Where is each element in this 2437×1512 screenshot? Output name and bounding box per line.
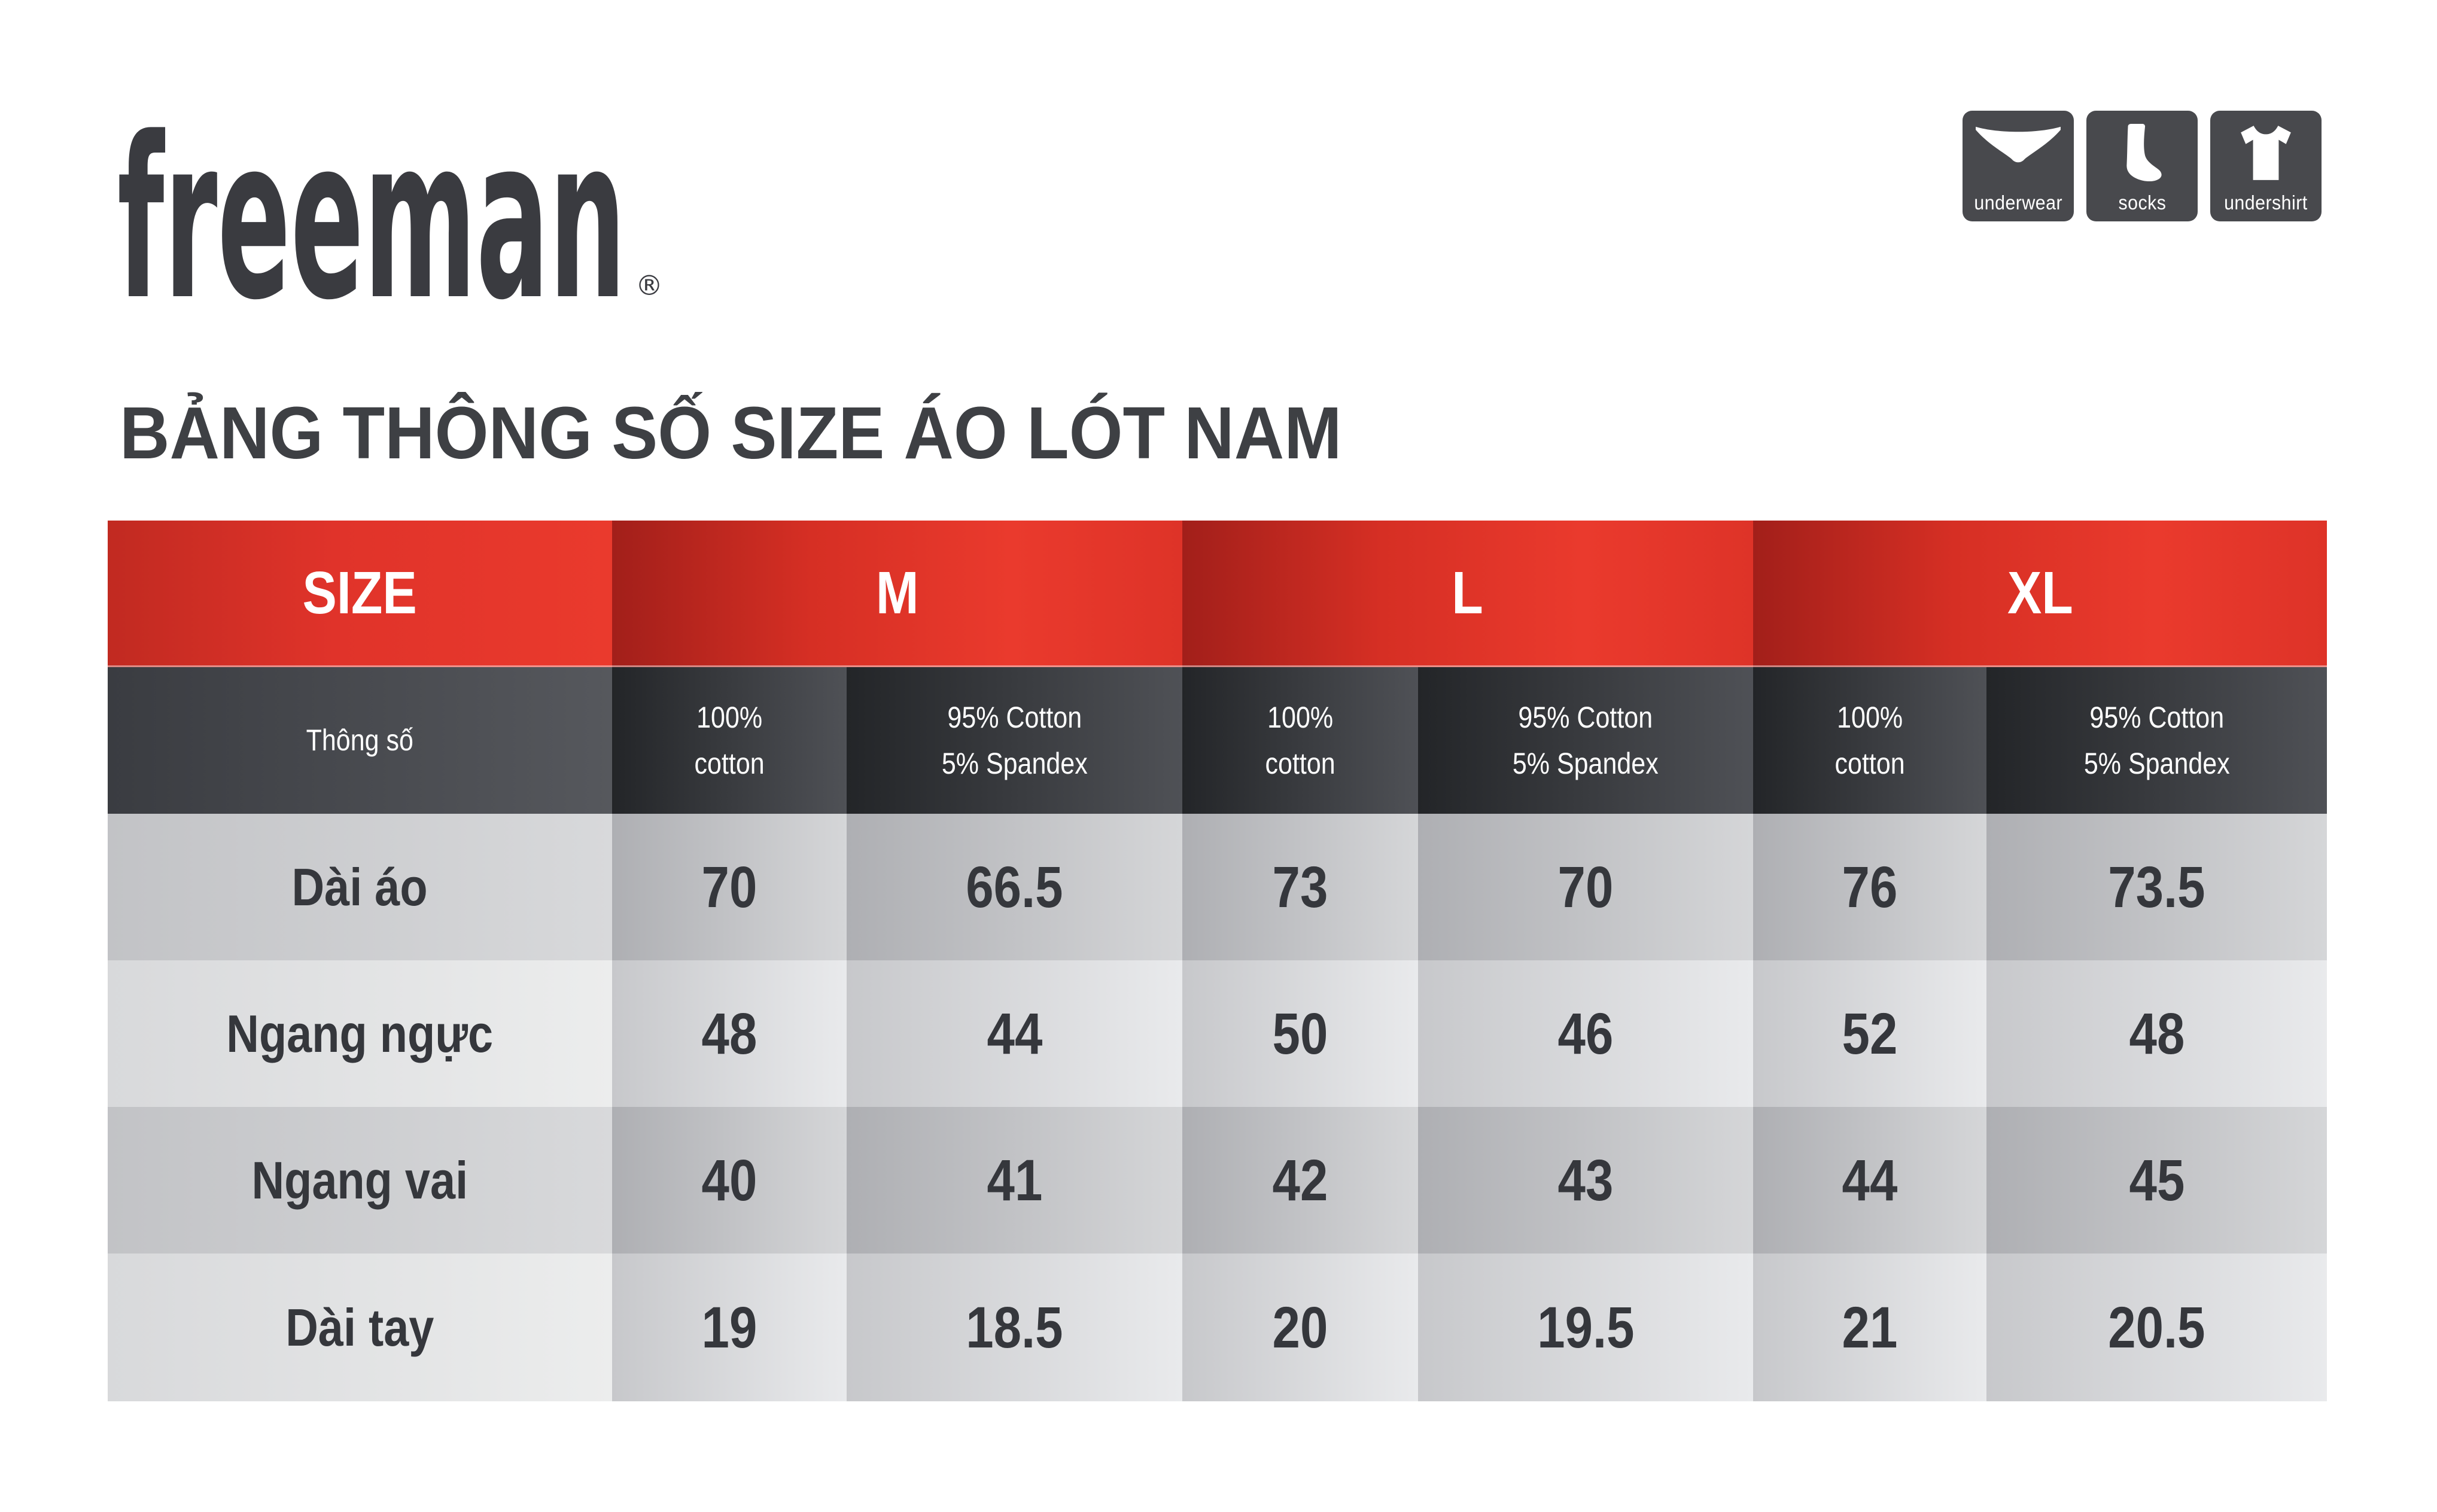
material-line: cotton xyxy=(1834,746,1905,780)
size-value: 44 xyxy=(1842,1147,1898,1213)
tile-label: socks xyxy=(2118,191,2166,214)
undershirt-icon xyxy=(2210,124,2322,181)
tile-label: undershirt xyxy=(2224,191,2308,214)
column-header-xl: XL xyxy=(1753,521,2327,667)
value-cell: 50 xyxy=(1182,960,1418,1107)
size-value: 48 xyxy=(2129,1000,2185,1066)
brand-logo: freeman ® xyxy=(117,93,663,320)
value-cell: 52 xyxy=(1753,960,1986,1107)
size-value: 20 xyxy=(1272,1294,1328,1360)
material-header-xl-blend: 95% Cotton 5% Spandex xyxy=(1986,667,2327,814)
value-cell: 44 xyxy=(847,960,1182,1107)
value-cell: 41 xyxy=(847,1107,1182,1254)
column-header-size-label: SIZE xyxy=(302,559,418,626)
size-value: 40 xyxy=(701,1147,757,1213)
size-value: 66.5 xyxy=(966,854,1063,920)
row-label: Ngang vai xyxy=(251,1150,468,1210)
size-table: SIZE M L XL Thông số 100% cotton 95% Cott… xyxy=(108,521,2327,1401)
value-cell: 70 xyxy=(1418,814,1753,960)
size-value: 73.5 xyxy=(2108,854,2205,920)
size-value: 50 xyxy=(1272,1000,1328,1066)
row-label-cell: Dài áo xyxy=(108,814,612,960)
row-label-cell: Ngang vai xyxy=(108,1107,612,1254)
underwear-icon xyxy=(1963,124,2074,168)
value-cell: 19.5 xyxy=(1418,1254,1753,1401)
value-cell: 73 xyxy=(1182,814,1418,960)
size-value: 70 xyxy=(701,854,757,920)
material-line: 100% xyxy=(696,700,762,734)
size-value: 21 xyxy=(1842,1294,1898,1360)
value-cell: 44 xyxy=(1753,1107,1986,1254)
material-line: cotton xyxy=(1265,746,1335,780)
material-header-xl-plain: 100% cotton xyxy=(1753,667,1986,814)
row-label: Ngang ngực xyxy=(226,1003,494,1063)
value-cell: 70 xyxy=(612,814,847,960)
size-value: 48 xyxy=(701,1000,757,1066)
value-cell: 20 xyxy=(1182,1254,1418,1401)
row-label-cell: Ngang ngực xyxy=(108,960,612,1107)
value-cell: 66.5 xyxy=(847,814,1182,960)
value-cell: 43 xyxy=(1418,1107,1753,1254)
row-label-cell: Dài tay xyxy=(108,1254,612,1401)
page-title: BẢNG THÔNG SỐ SIZE ÁO LÓT NAM xyxy=(120,393,1342,474)
material-line: cotton xyxy=(694,746,765,780)
material-line: 5% Spandex xyxy=(941,746,1088,780)
size-value: 76 xyxy=(1842,854,1898,920)
size-value: 46 xyxy=(1557,1000,1614,1066)
column-header-m: M xyxy=(612,521,1182,667)
socks-icon xyxy=(2086,124,2198,184)
category-tile-socks[interactable]: socks xyxy=(2086,111,2198,221)
material-line: 5% Spandex xyxy=(1513,746,1659,780)
spec-header-cell: Thông số xyxy=(108,667,612,814)
category-tile-underwear[interactable]: underwear xyxy=(1963,111,2074,221)
value-cell: 19 xyxy=(612,1254,847,1401)
material-line: 100% xyxy=(1837,700,1903,734)
material-line: 95% Cotton xyxy=(2089,700,2224,734)
brand-logo-text: freeman xyxy=(117,93,626,320)
size-value: 42 xyxy=(1272,1147,1328,1213)
row-label: Dài áo xyxy=(291,857,428,917)
column-header-xl-label: XL xyxy=(2007,559,2073,626)
tile-label: underwear xyxy=(1974,191,2062,214)
size-value: 19.5 xyxy=(1537,1294,1635,1360)
material-line: 5% Spandex xyxy=(2083,746,2230,780)
value-cell: 48 xyxy=(612,960,847,1107)
column-header-m-label: M xyxy=(875,559,919,626)
material-line: 100% xyxy=(1267,700,1333,734)
size-value: 52 xyxy=(1842,1000,1898,1066)
size-value: 73 xyxy=(1272,854,1328,920)
registered-mark-icon: ® xyxy=(635,269,663,302)
value-cell: 45 xyxy=(1986,1107,2327,1254)
material-header-m-blend: 95% Cotton 5% Spandex xyxy=(847,667,1182,814)
size-value: 19 xyxy=(701,1294,757,1360)
value-cell: 18.5 xyxy=(847,1254,1182,1401)
spec-header-label: Thông số xyxy=(306,723,414,757)
size-value: 70 xyxy=(1557,854,1614,920)
material-line: 95% Cotton xyxy=(947,700,1082,734)
size-value: 18.5 xyxy=(966,1294,1063,1360)
value-cell: 76 xyxy=(1753,814,1986,960)
value-cell: 20.5 xyxy=(1986,1254,2327,1401)
value-cell: 48 xyxy=(1986,960,2327,1107)
value-cell: 42 xyxy=(1182,1107,1418,1254)
column-header-l-label: L xyxy=(1452,559,1484,626)
category-tile-undershirt[interactable]: undershirt xyxy=(2210,111,2322,221)
value-cell: 73.5 xyxy=(1986,814,2327,960)
value-cell: 21 xyxy=(1753,1254,1986,1401)
column-header-l: L xyxy=(1182,521,1753,667)
material-line: 95% Cotton xyxy=(1518,700,1653,734)
size-value: 20.5 xyxy=(2108,1294,2205,1360)
material-header-l-blend: 95% Cotton 5% Spandex xyxy=(1418,667,1753,814)
size-value: 45 xyxy=(2129,1147,2185,1213)
value-cell: 40 xyxy=(612,1107,847,1254)
size-value: 44 xyxy=(987,1000,1042,1066)
value-cell: 46 xyxy=(1418,960,1753,1107)
material-header-m-plain: 100% cotton xyxy=(612,667,847,814)
size-value: 41 xyxy=(987,1147,1042,1213)
size-value: 43 xyxy=(1557,1147,1614,1213)
column-header-size: SIZE xyxy=(108,521,612,667)
row-label: Dài tay xyxy=(285,1297,434,1357)
material-header-l-plain: 100% cotton xyxy=(1182,667,1418,814)
